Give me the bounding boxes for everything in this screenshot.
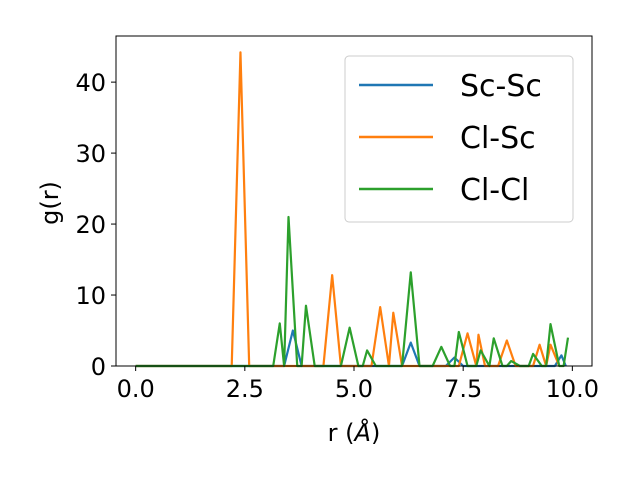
x-axis-label: r (Å) xyxy=(328,418,381,447)
x-axis: 0.0 2.5 5.0 7.5 10.0 xyxy=(117,366,599,403)
x-tick-label: 7.5 xyxy=(444,375,482,403)
x-axis-label-prefix: r ( xyxy=(328,419,355,447)
y-tick-label: 20 xyxy=(75,211,106,239)
y-tick-label: 40 xyxy=(75,69,106,97)
x-tick-label: 5.0 xyxy=(335,375,373,403)
y-tick-label: 0 xyxy=(91,353,106,381)
legend-label-sc-sc: Sc-Sc xyxy=(460,69,542,104)
y-tick-label: 30 xyxy=(75,140,106,168)
x-axis-label-unit: Å xyxy=(353,418,371,447)
x-tick-label: 0.0 xyxy=(117,375,155,403)
series-line-cl-cl xyxy=(135,215,570,368)
y-axis-label: g(r) xyxy=(36,181,64,225)
legend-label-cl-sc: Cl-Sc xyxy=(460,121,536,156)
legend: Sc-Sc Cl-Sc Cl-Cl xyxy=(344,55,574,223)
y-axis: 0 10 20 30 40 xyxy=(75,69,116,381)
legend-label-cl-cl: Cl-Cl xyxy=(460,173,529,208)
x-axis-label-suffix: ) xyxy=(371,419,380,447)
legend-box xyxy=(344,55,574,223)
x-tick-label: 2.5 xyxy=(226,375,264,403)
y-tick-label: 10 xyxy=(75,282,106,310)
x-tick-label: 10.0 xyxy=(546,375,599,403)
